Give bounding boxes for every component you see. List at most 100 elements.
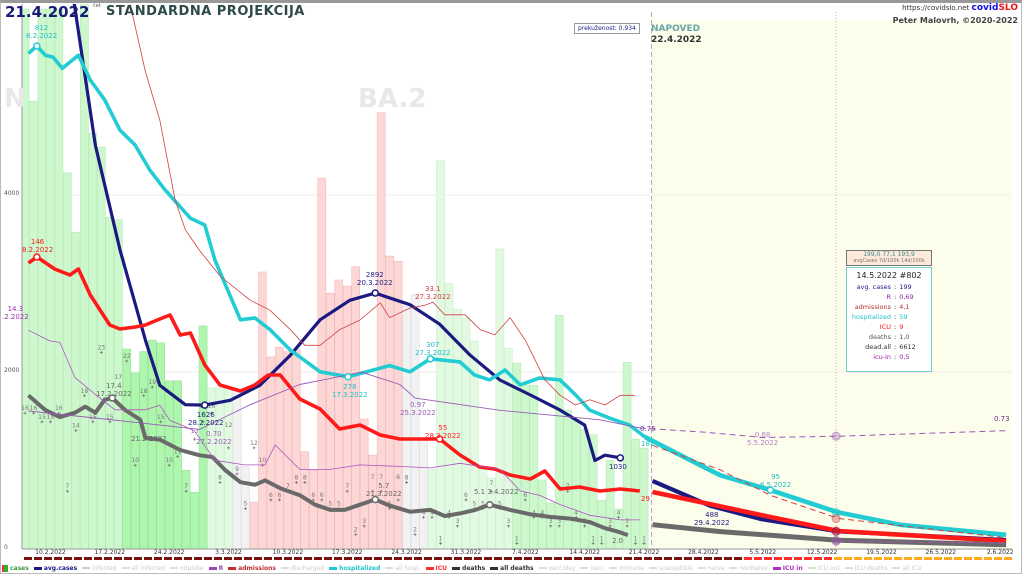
daily-death-count: 1	[591, 535, 595, 542]
daily-death-marker-icon	[642, 541, 646, 545]
legend-swatch-icon	[772, 566, 781, 570]
legend-item-deaths[interactable]: deaths	[452, 563, 485, 573]
timeline-segment	[324, 557, 332, 560]
daily-death-marker-icon	[557, 524, 561, 528]
legend-item-all-infected[interactable]: all infected	[121, 563, 165, 573]
info-value: 9	[899, 323, 904, 331]
timeline-segment	[434, 557, 442, 560]
daily-death-count: 3	[506, 518, 510, 525]
timeline-segment	[64, 557, 72, 560]
timeline-segment	[334, 557, 342, 560]
info-row: ICU:9	[847, 322, 931, 332]
timeline-segment	[984, 557, 992, 560]
timeline-segment	[404, 557, 412, 560]
info-box-footer: 199,0 77,1 193,9 avgCases 7d/100k 14d/10…	[846, 250, 932, 266]
legend-swatch-icon	[807, 567, 816, 569]
legend-item-vacc[interactable]: vacc	[580, 563, 604, 573]
legend-item-icu-deaths[interactable]: ICU deaths	[844, 563, 887, 573]
legend-item-icu[interactable]: ICU	[425, 563, 447, 573]
annotation-icu-last: 29	[641, 495, 650, 503]
legend-label: avg.cases	[43, 564, 78, 572]
daily-death-count: 1	[634, 535, 638, 542]
legend: cases avg.cases infected all infected odplak…	[2, 563, 1020, 573]
x-tick-label: 24.3.2022	[391, 549, 422, 556]
x-tick-label: 24.2.2022	[153, 549, 185, 556]
info-box-title: 14.5.2022 #802	[856, 271, 922, 280]
timeline-segment	[824, 557, 832, 560]
brand-logo-slo: SLO	[998, 3, 1018, 13]
legend-swatch-icon	[538, 567, 547, 569]
legend-item-avg-cases[interactable]: avg.cases	[33, 563, 78, 573]
timeline-segment	[594, 557, 602, 560]
daily-death-marker-icon	[142, 394, 146, 398]
cases-bar	[554, 315, 564, 550]
cases-bar	[631, 438, 640, 550]
legend-item-immune[interactable]: immune	[609, 563, 644, 573]
legend-item-infected[interactable]: infected	[82, 563, 117, 573]
cases-bar	[309, 469, 318, 550]
legend-label: deaths	[462, 564, 486, 572]
legend-item-icu-out[interactable]: ICU out	[807, 563, 840, 573]
timeline-segment	[514, 557, 522, 560]
forecast-info-box: 14.5.2022 #802 avg. cases:199 R:0,69 admis…	[846, 267, 932, 372]
site-url[interactable]: https://covidslo.net	[902, 4, 970, 12]
timeline-segment	[314, 557, 322, 560]
legend-item-r[interactable]: R	[208, 563, 223, 573]
timeline-segment	[454, 557, 462, 560]
timeline-segment	[684, 557, 692, 560]
legend-item-naive[interactable]: naive	[697, 563, 724, 573]
series-hospitalized-line	[27, 44, 646, 439]
cases-bar	[190, 492, 199, 550]
daily-death-count: 15	[89, 414, 97, 421]
daily-death-marker-icon	[99, 350, 103, 354]
annotation-cases-peak: 2892 20.3.2022	[357, 271, 393, 287]
daily-death-marker-icon	[362, 524, 366, 528]
legend-label: immune	[619, 564, 644, 572]
series-point-marker	[344, 373, 352, 381]
info-key: hospitalized	[851, 313, 891, 321]
daily-death-marker-icon	[413, 533, 417, 537]
cases-bar	[173, 380, 182, 550]
timeline-segment	[134, 557, 142, 560]
timeline-segment	[204, 557, 212, 560]
daily-death-count: 5	[244, 501, 248, 508]
daily-death-marker-icon	[167, 463, 171, 467]
legend-item-cases[interactable]: cases	[2, 563, 29, 573]
daily-death-marker-icon	[311, 498, 315, 502]
timeline-segment	[934, 557, 942, 560]
legend-item-all-icu[interactable]: all ICU	[892, 563, 922, 573]
legend-item-hospitalized[interactable]: hospitalized	[329, 563, 380, 573]
timeline-segment	[484, 557, 492, 560]
daily-death-count: 4	[574, 509, 578, 516]
info-key: R	[886, 293, 891, 301]
legend-item-vacc-day[interactable]: vacc/day	[538, 563, 575, 573]
timeline-segment	[584, 557, 592, 560]
legend-item-odplake[interactable]: odplake	[169, 563, 204, 573]
timeline-segment	[864, 557, 872, 560]
info-footer-values: 199,0 77,1 193,9	[863, 251, 915, 258]
legend-item-admissions[interactable]: admissions	[228, 563, 276, 573]
daily-death-marker-icon	[634, 541, 638, 545]
daily-death-count: 18	[140, 388, 148, 395]
info-value: 59	[899, 313, 908, 321]
cases-bar	[563, 409, 573, 550]
daily-death-count: 1	[600, 535, 604, 542]
info-row: dead.all:6612	[847, 342, 931, 352]
legend-item-discharged[interactable]: discharged	[281, 563, 324, 573]
timeline-segment	[54, 557, 62, 560]
daily-death-marker-icon	[31, 411, 35, 415]
annotation-deaths-57: 5.7 21.3.2022	[366, 482, 402, 498]
legend-item-all-deaths[interactable]: all deaths	[490, 563, 534, 573]
legend-item-icu-in[interactable]: ICU in	[772, 563, 803, 573]
legend-swatch-icon	[452, 566, 461, 570]
daily-death-count: 17	[114, 374, 122, 381]
legend-swatch-icon	[697, 567, 706, 569]
daily-death-count: 7	[379, 474, 383, 481]
daily-death-marker-icon	[617, 515, 621, 519]
legend-item-all-hosp-[interactable]: all hosp.	[385, 563, 421, 573]
daily-death-count: 7	[65, 483, 69, 490]
legend-item-nonnaive[interactable]: nonNaive	[729, 563, 768, 573]
marker-day-point	[831, 536, 841, 546]
legend-item-susceptible[interactable]: susceptible	[648, 563, 693, 573]
marker-day-point	[831, 526, 841, 536]
